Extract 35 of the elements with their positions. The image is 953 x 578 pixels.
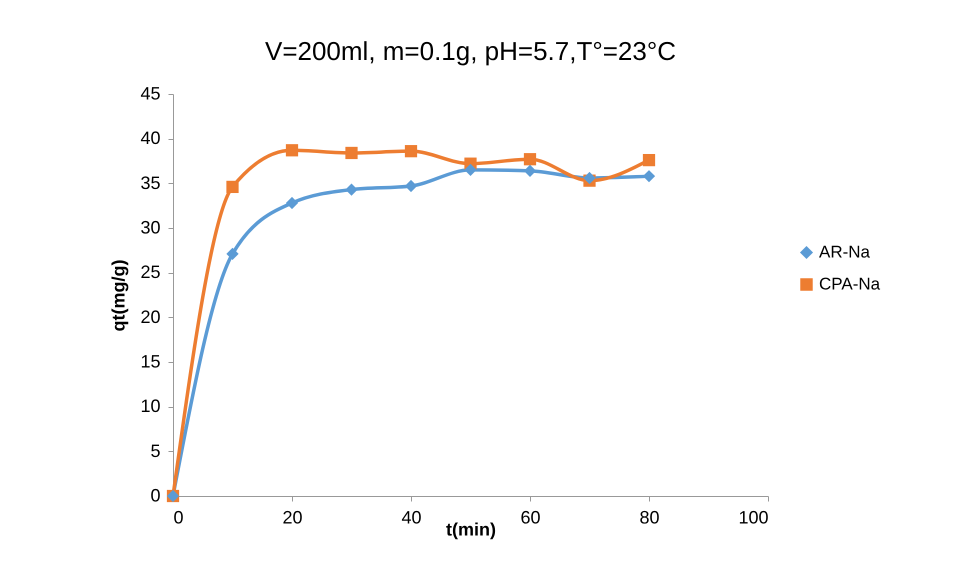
point [226,180,239,194]
y-tick-label: 15 [140,352,160,372]
y-tick-label: 30 [140,218,160,238]
point [642,154,656,166]
y-axis-title: qt(mg/g) [108,260,128,332]
point [286,196,298,210]
x-tick-label: 20 [282,508,303,528]
legend-label: AR-Na [819,242,871,262]
y-tick-label: 10 [140,396,160,416]
x-tick-label: 60 [520,508,541,528]
y-tick-label: 20 [140,306,160,327]
y-tick-label: 35 [140,172,160,193]
y-tick-label: 5 [150,440,160,461]
x-tick-label: 100 [738,508,768,528]
y-tick-label: 25 [140,262,160,282]
point [464,164,477,176]
point [345,183,358,196]
point [286,144,298,156]
y-tick-label: 40 [140,128,160,148]
chart-title: V=200ml, m=0.1g, pH=5.7,T°=23°C [264,36,676,66]
point [226,248,239,260]
y-tick-label: 0 [150,486,160,506]
point [404,145,418,158]
legend-label: CPA-Na [819,274,881,294]
point [524,164,536,177]
x-tick-label: 40 [401,508,422,528]
point [642,170,656,182]
point [404,180,418,192]
point [583,172,596,184]
point [345,146,358,160]
x-tick-label: 0 [174,508,184,528]
y-tick-label: 45 [140,84,160,104]
point [524,153,536,166]
x-axis-title: t(min) [446,520,496,540]
x-tick-label: 80 [639,508,660,528]
